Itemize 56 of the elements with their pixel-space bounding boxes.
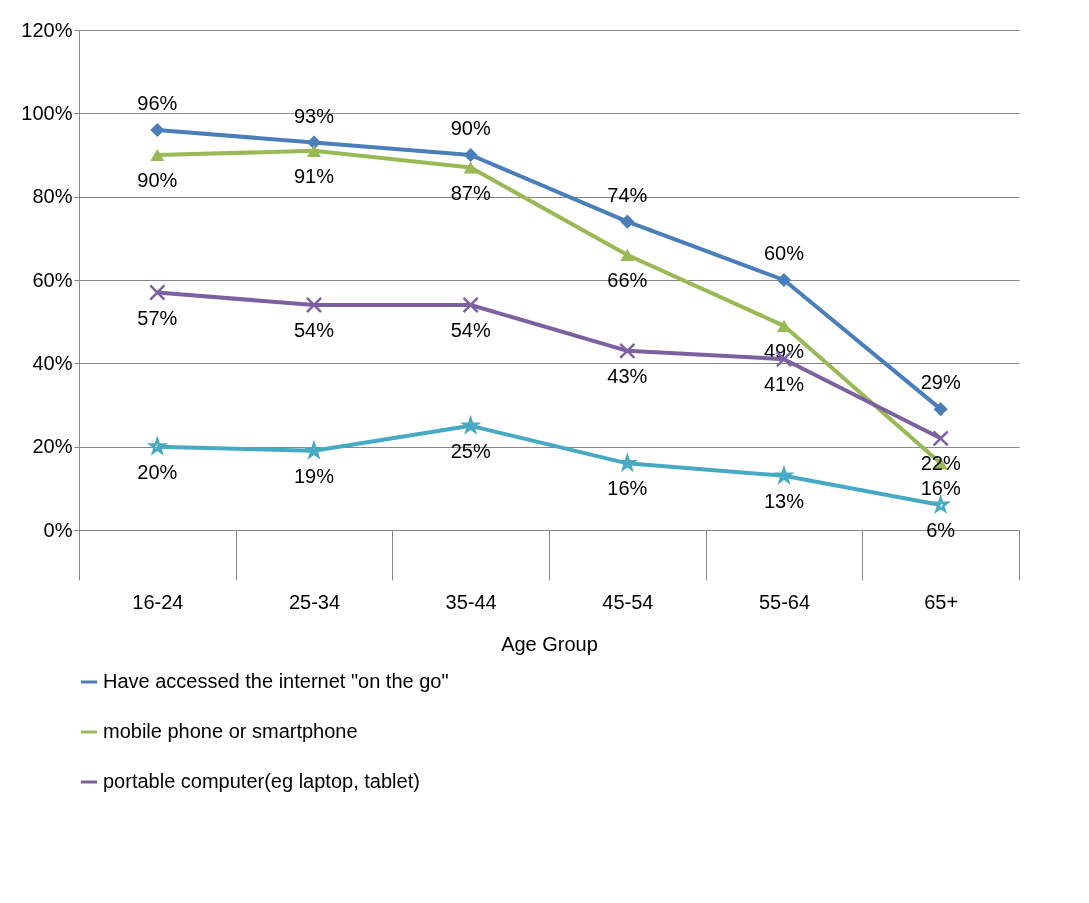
point — [149, 284, 166, 301]
data-label: 90% — [137, 169, 178, 191]
point — [460, 415, 481, 435]
point — [932, 430, 949, 447]
x-tick-label: 25-34 — [288, 590, 341, 613]
point — [931, 494, 951, 514]
x-tick-label: 45-54 — [602, 590, 654, 613]
data-label: 54% — [450, 319, 491, 341]
data-label: 29% — [920, 371, 961, 394]
data-label: 6% — [926, 519, 956, 541]
data-label: 57% — [137, 306, 178, 329]
y-tick-label: 40% — [32, 351, 73, 374]
point — [463, 147, 478, 163]
point — [462, 296, 479, 314]
point — [305, 296, 323, 314]
data-label: 41% — [763, 373, 805, 396]
data-label: 13% — [763, 489, 805, 512]
data-label: 60% — [763, 242, 805, 264]
legend-label: Have accessed the internet "on the go" — [103, 670, 449, 692]
point — [933, 402, 948, 417]
x-axis-title: Age Group — [501, 632, 598, 655]
data-label: 87% — [450, 181, 491, 204]
y-tick-label: 80% — [32, 185, 73, 208]
point — [619, 342, 636, 360]
x-tick-label: 55-64 — [758, 590, 811, 613]
data-label: 43% — [607, 364, 648, 387]
y-tick-label: 0% — [43, 518, 73, 541]
point — [306, 144, 322, 157]
data-label: 66% — [607, 269, 648, 291]
point — [463, 161, 478, 174]
point — [620, 214, 635, 229]
legend-label: portable computer(eg laptop, tablet) — [103, 770, 420, 792]
data-label: 19% — [293, 464, 335, 487]
point — [620, 248, 635, 262]
x-tick-label: 16-24 — [132, 590, 184, 613]
point — [150, 148, 165, 162]
data-label: 74% — [607, 183, 648, 206]
data-label: 93% — [293, 104, 335, 127]
data-label: 54% — [293, 319, 335, 341]
point — [776, 272, 792, 288]
data-label: 16% — [920, 477, 961, 500]
y-tick-label: 120% — [21, 18, 73, 41]
y-tick-label: 60% — [32, 268, 73, 291]
data-label: 25% — [450, 439, 491, 462]
data-label: 16% — [607, 477, 648, 500]
x-tick-label: 35-44 — [445, 590, 497, 613]
data-label: 90% — [450, 117, 491, 139]
data-label: 20% — [137, 460, 178, 483]
x-tick-label: 65+ — [924, 590, 959, 613]
y-tick-label: 20% — [32, 435, 73, 458]
y-tick-label: 100% — [21, 101, 73, 124]
legend-label: mobile phone or smartphone — [103, 720, 358, 742]
data-label: 91% — [293, 164, 335, 187]
point — [150, 122, 165, 138]
data-label: 96% — [137, 92, 178, 114]
data-label: 49% — [763, 339, 805, 362]
